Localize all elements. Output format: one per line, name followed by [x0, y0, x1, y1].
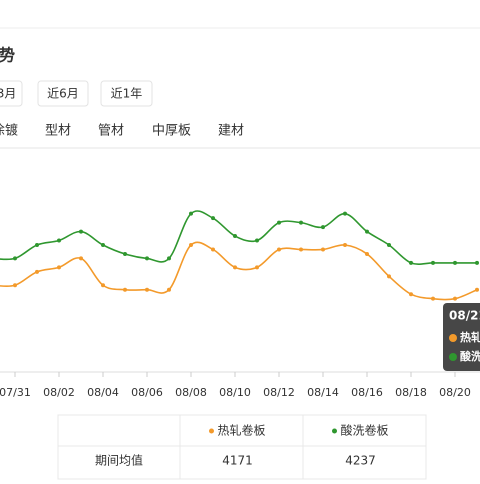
- cell: 4171: [222, 454, 253, 468]
- page-title: 走势: [0, 46, 15, 65]
- point: [453, 296, 457, 301]
- point: [233, 265, 237, 270]
- point: [167, 256, 171, 261]
- tab[interactable]: 建材: [218, 124, 244, 139]
- x-tick-label: 08/16: [351, 386, 383, 399]
- tooltip-item: 热轧卷板: [460, 330, 480, 344]
- point: [79, 256, 83, 261]
- point: [35, 243, 39, 247]
- point: [101, 243, 105, 247]
- point: [321, 247, 325, 252]
- x-tick-label: 08/18: [395, 386, 427, 399]
- point: [431, 296, 435, 301]
- point: [211, 216, 215, 221]
- x-tick-label: 08/08: [175, 386, 207, 399]
- point: [453, 260, 457, 265]
- point: [145, 287, 149, 292]
- point: [189, 211, 193, 216]
- point: [101, 283, 105, 288]
- tab[interactable]: 涂镀: [0, 123, 18, 139]
- point: [299, 247, 303, 252]
- point: [13, 256, 17, 261]
- range-button[interactable]: [0, 80, 23, 107]
- tooltip-dot: [449, 353, 457, 361]
- point: [13, 283, 17, 288]
- point: [35, 269, 39, 274]
- point: [365, 251, 369, 256]
- point: [123, 287, 127, 292]
- tab[interactable]: 管材: [98, 124, 124, 139]
- point: [277, 247, 281, 252]
- point: [79, 229, 83, 234]
- point: [299, 220, 303, 225]
- point: [211, 247, 215, 252]
- point: [431, 260, 435, 265]
- x-tick-label: 08/02: [43, 386, 75, 399]
- range-label[interactable]: 近3月: [0, 87, 16, 101]
- tooltip-item: 酸洗卷板: [460, 349, 480, 363]
- tooltip-title: 08/21: [449, 309, 480, 323]
- x-tick-label: 08/06: [131, 386, 163, 399]
- point: [365, 229, 369, 234]
- point: [343, 243, 347, 247]
- table-frame: [57, 414, 427, 480]
- point: [57, 265, 61, 270]
- point: [255, 238, 259, 243]
- legend-label: 热轧卷板: [218, 423, 266, 438]
- range-label[interactable]: 近6月: [47, 87, 79, 101]
- x-tick-label: 08/04: [87, 386, 119, 399]
- row-label: 期间均值: [95, 453, 143, 468]
- series-line: [0, 210, 477, 266]
- point: [475, 287, 479, 292]
- point: [123, 251, 127, 256]
- point: [233, 234, 237, 239]
- series-line: [0, 241, 478, 301]
- range-button[interactable]: [100, 80, 153, 107]
- cell: 4237: [345, 454, 376, 468]
- point: [167, 287, 171, 292]
- x-tick-label: 08/14: [307, 386, 339, 399]
- point: [409, 292, 413, 297]
- point: [343, 211, 347, 216]
- range-button[interactable]: [37, 80, 89, 107]
- tooltip-dot: [449, 334, 457, 342]
- point: [277, 220, 281, 225]
- legend-dot: [209, 428, 214, 434]
- point: [255, 265, 259, 270]
- point: [321, 225, 325, 230]
- x-tick-label: 08/20: [439, 386, 471, 399]
- x-tick-label: 08/10: [219, 386, 251, 399]
- legend-label: 酸洗卷板: [341, 423, 389, 438]
- point: [409, 260, 413, 265]
- point: [57, 238, 61, 243]
- x-tick-label: 07/31: [0, 386, 31, 399]
- tab[interactable]: 中厚板: [152, 124, 191, 139]
- range-label[interactable]: 近1年: [111, 87, 143, 101]
- legend-dot: [332, 428, 337, 434]
- point: [475, 260, 479, 265]
- tab[interactable]: 型材: [45, 124, 71, 139]
- point: [387, 243, 391, 247]
- x-tick-label: 08/12: [263, 386, 295, 399]
- point: [189, 243, 193, 247]
- point: [145, 256, 149, 261]
- point: [387, 274, 391, 279]
